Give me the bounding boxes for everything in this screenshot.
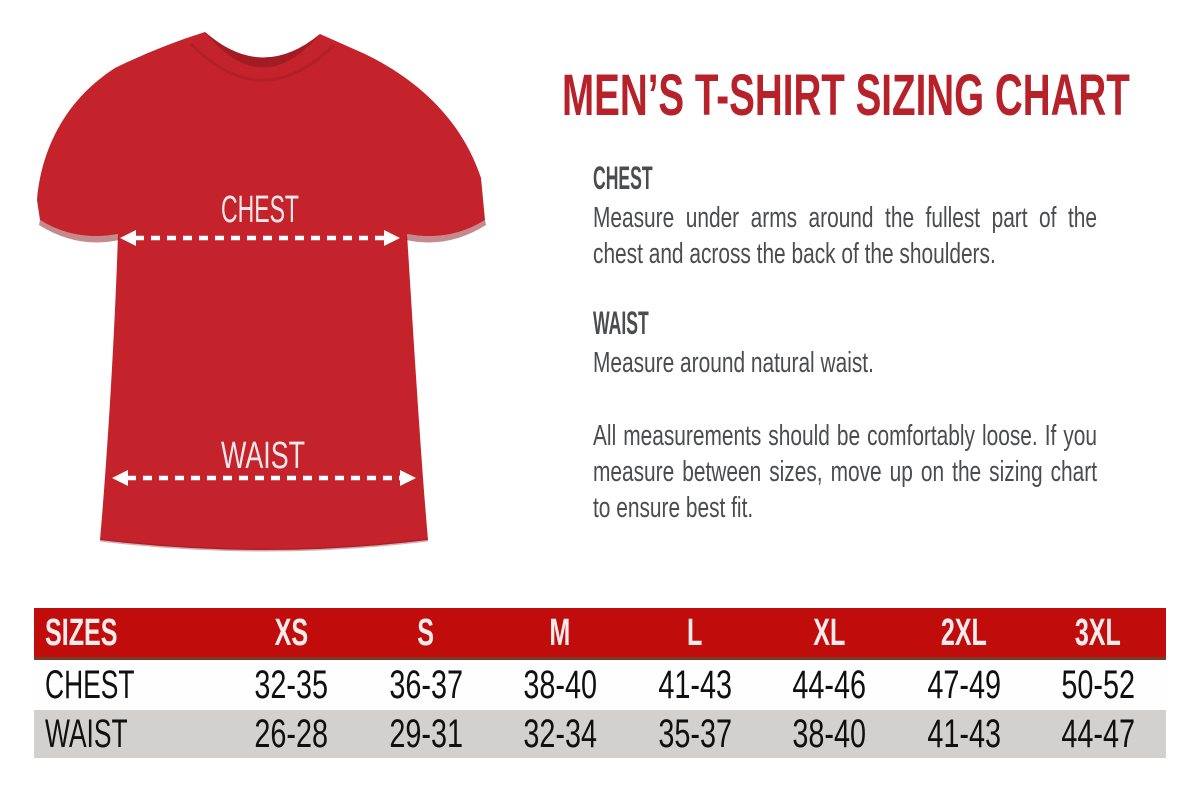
tshirt-hem-shade xyxy=(99,538,429,552)
tshirt-collar xyxy=(205,32,320,68)
fit-note-text: All measurements should be comfortably l… xyxy=(593,420,1097,524)
chest-measure-arrow xyxy=(120,230,400,246)
header-cell-xs: XS xyxy=(274,611,308,654)
chest-section-heading: CHEST xyxy=(593,160,653,196)
table-row-chest: CHEST 32-35 36-37 38-40 41-43 44-46 47-4… xyxy=(34,660,1166,710)
waist-value-s: 29-31 xyxy=(388,712,463,756)
header-cell-s: S xyxy=(417,611,435,654)
tshirt-body xyxy=(37,32,485,550)
chest-value-l: 41-43 xyxy=(657,663,732,707)
tshirt-illustration: CHEST WAIST xyxy=(37,32,486,552)
chest-value-3xl: 50-52 xyxy=(1061,663,1136,707)
chest-value-2xl: 47-49 xyxy=(926,663,1001,707)
header-cell-sizes: SIZES xyxy=(45,611,118,654)
tshirt-sleeve-shade-right xyxy=(406,220,486,243)
chest-value-xl: 44-46 xyxy=(792,663,867,707)
waist-instructions-section: WAIST Measure around natural waist. xyxy=(593,307,1200,410)
chest-instructions-section: CHEST Measure under arms around the full… xyxy=(593,162,1200,301)
tshirt-collar-seam xyxy=(189,42,336,82)
chest-value-s: 36-37 xyxy=(388,663,463,707)
fit-note-section: All measurements should be comfortably l… xyxy=(593,418,1200,555)
waist-section-heading: WAIST xyxy=(593,305,649,341)
row-label-waist: WAIST xyxy=(45,712,128,756)
page-title: MEN’S T-SHIRT SIZING CHART xyxy=(562,62,1130,128)
waist-value-l: 35-37 xyxy=(657,712,732,756)
shirt-chest-label: CHEST xyxy=(221,189,299,231)
waist-value-xl: 38-40 xyxy=(792,712,867,756)
waist-section-body: Measure around natural waist. xyxy=(593,347,874,379)
row-label-chest: CHEST xyxy=(45,663,135,707)
sizing-table: SIZES XS S M L XL 2XL 3XL CHEST 32-35 36… xyxy=(34,608,1166,758)
waist-value-3xl: 44-47 xyxy=(1061,712,1136,756)
shirt-waist-label: WAIST xyxy=(221,435,305,477)
header-cell-xl: XL xyxy=(813,611,846,654)
chest-value-xs: 32-35 xyxy=(254,663,329,707)
waist-value-m: 32-34 xyxy=(523,712,598,756)
header-cell-2xl: 2XL xyxy=(940,611,987,654)
waist-value-xs: 26-28 xyxy=(254,712,329,756)
tshirt-sleeve-shade-left xyxy=(39,220,119,243)
header-cell-3xl: 3XL xyxy=(1075,611,1122,654)
chest-section-body: Measure under arms around the fullest pa… xyxy=(593,202,1097,270)
chest-value-m: 38-40 xyxy=(523,663,598,707)
waist-measure-arrow xyxy=(112,470,416,486)
header-cell-m: M xyxy=(549,611,571,654)
waist-value-2xl: 41-43 xyxy=(926,712,1001,756)
table-header-row: SIZES XS S M L XL 2XL 3XL xyxy=(34,608,1166,660)
header-cell-l: L xyxy=(687,611,703,654)
table-row-waist: WAIST 26-28 29-31 32-34 35-37 38-40 41-4… xyxy=(34,710,1166,758)
